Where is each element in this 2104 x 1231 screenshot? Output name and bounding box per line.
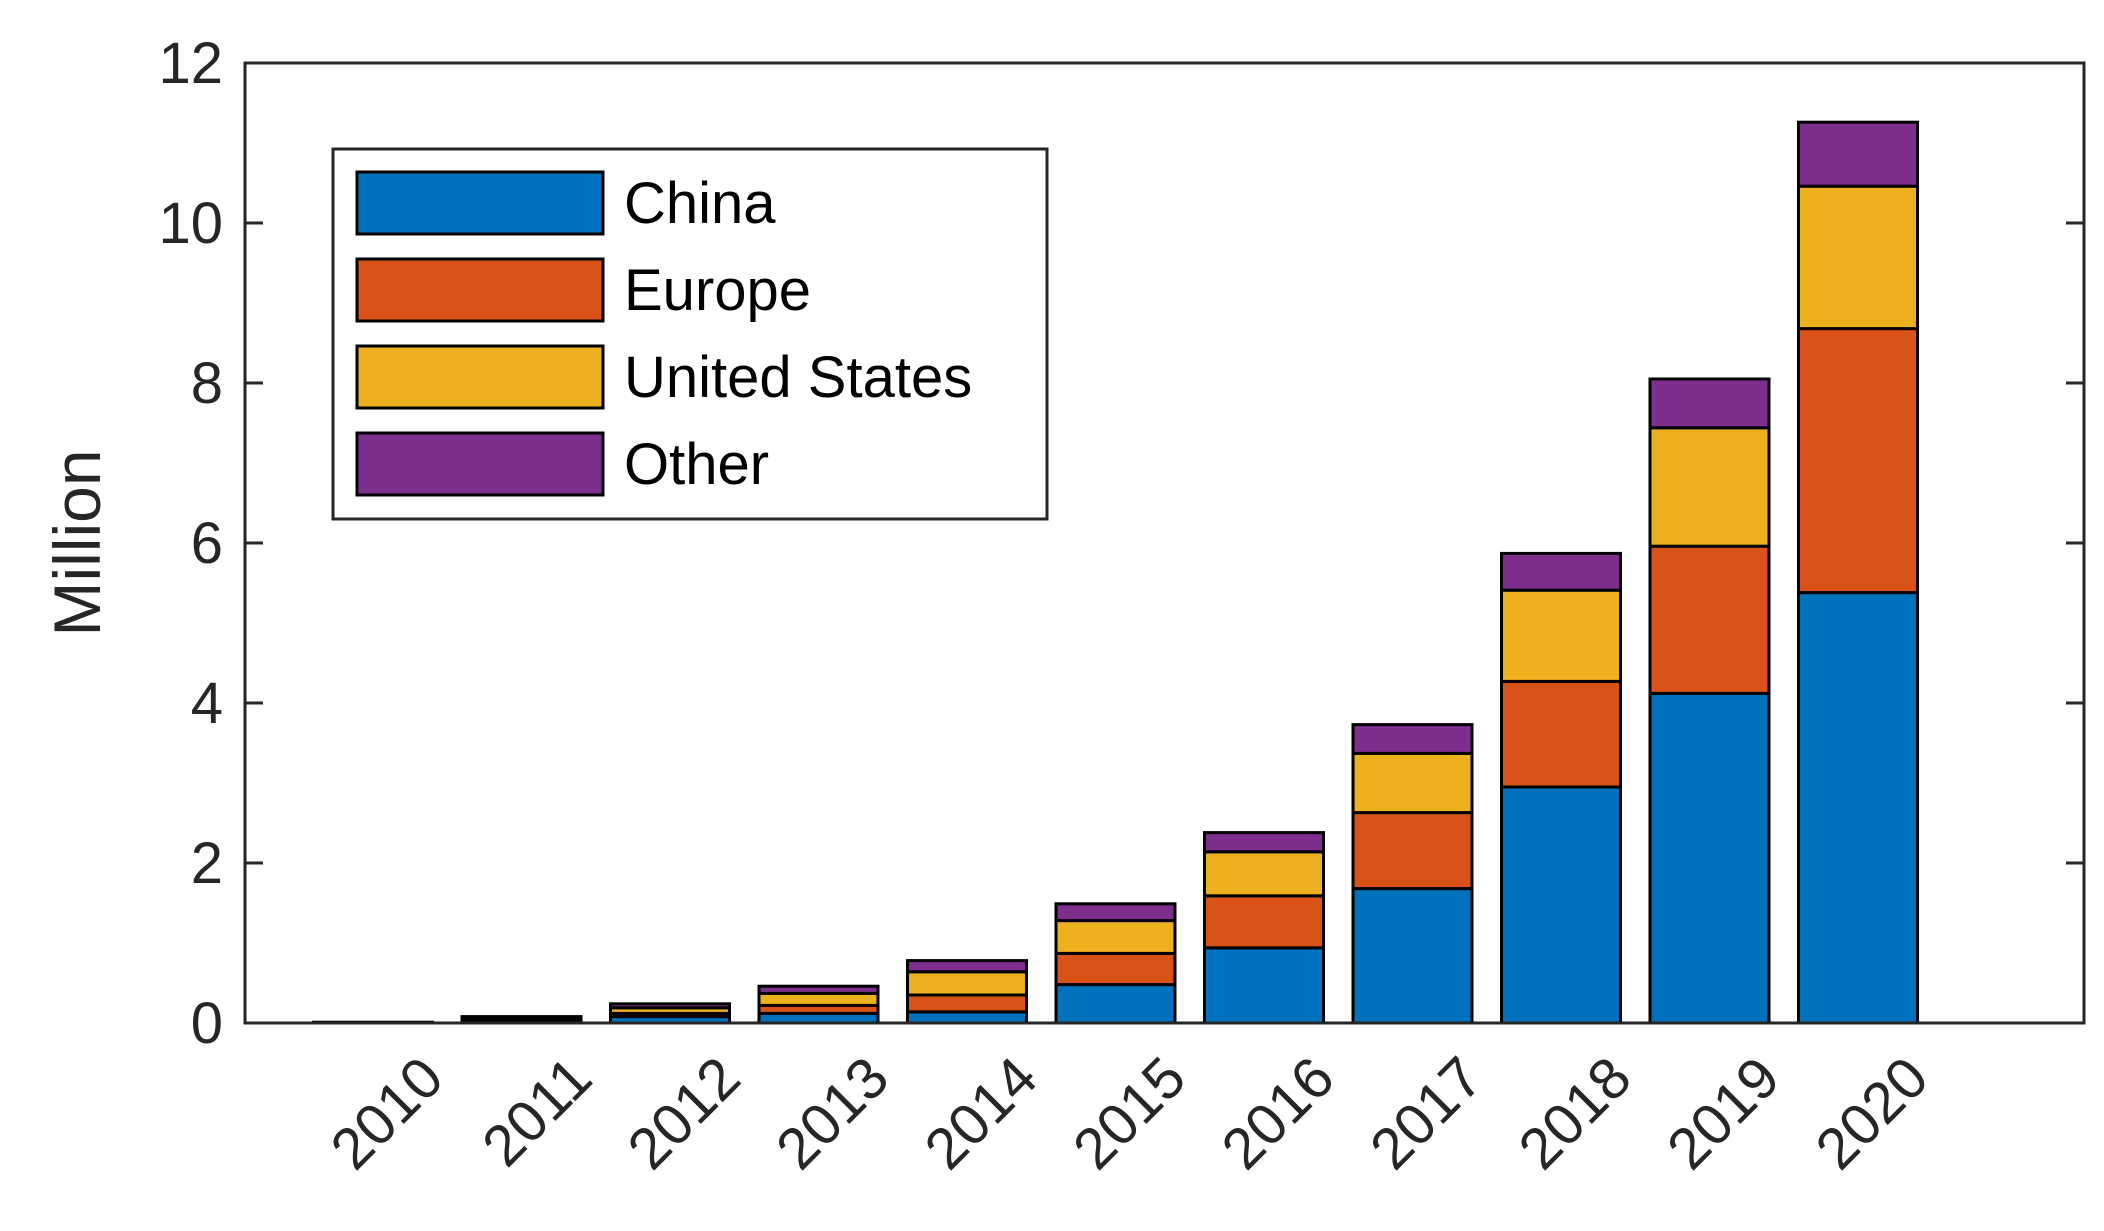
y-tick-label-2: 2 [191, 831, 223, 896]
bar-other-2014 [906, 959, 1028, 974]
x-tick-label-2011: 2011 [470, 1045, 604, 1179]
bar-other-2015 [1054, 902, 1177, 923]
y-tick-label-10: 10 [158, 191, 223, 256]
y-tick-label-12: 12 [158, 31, 223, 96]
bars-layer [312, 120, 1919, 1025]
legend-label-china: China [624, 171, 776, 236]
x-tick-label-2019: 2019 [1655, 1045, 1792, 1182]
y-tick-label-4: 4 [191, 671, 223, 736]
x-tick-label-2013: 2013 [764, 1045, 901, 1182]
bar-other-2012 [609, 1002, 731, 1010]
x-tick-label-2017: 2017 [1358, 1045, 1495, 1182]
bar-united-states-2014 [906, 970, 1028, 997]
y-tick-label-6: 6 [191, 511, 223, 576]
x-tick-label-2012: 2012 [615, 1045, 752, 1182]
bar-china-2016 [1203, 946, 1325, 1025]
x-tick-label-2015: 2015 [1061, 1045, 1198, 1182]
bar-united-states-2015 [1054, 919, 1177, 955]
x-tick-label-2016: 2016 [1209, 1045, 1346, 1182]
x-tick-label-2014: 2014 [912, 1045, 1049, 1182]
bar-united-states-2020 [1797, 184, 1919, 331]
legend-swatch-china [355, 170, 605, 236]
bar-other-2019 [1648, 377, 1771, 430]
bar-china-2019 [1648, 691, 1771, 1025]
y-tick-label-8: 8 [191, 351, 223, 416]
bar-other-2016 [1203, 831, 1325, 854]
bar-europe-2020 [1797, 327, 1919, 595]
bar-europe-2018 [1500, 679, 1622, 789]
bar-united-states-2016 [1203, 850, 1325, 898]
bar-united-states-2018 [1500, 588, 1622, 683]
y-tick-label-0: 0 [191, 991, 223, 1056]
legend-label-europe: Europe [624, 258, 811, 323]
bar-europe-2015 [1054, 951, 1177, 987]
legend: China Europe United States Other [331, 147, 1049, 521]
bar-china-2015 [1054, 983, 1177, 1025]
legend-items: China Europe United States Other [355, 170, 972, 497]
legend-swatch-other [355, 431, 605, 497]
bar-united-states-2019 [1648, 426, 1771, 548]
bar-china-2020 [1797, 591, 1919, 1025]
x-tick-label-2020: 2020 [1803, 1045, 1940, 1182]
x-tick-label-2018: 2018 [1506, 1045, 1643, 1182]
bar-other-2011 [460, 1015, 583, 1020]
bar-united-states-2017 [1351, 751, 1474, 815]
bar-other-2018 [1500, 551, 1622, 592]
bar-other-2013 [757, 984, 880, 995]
legend-swatch-europe [355, 257, 605, 323]
legend-label-other: Other [624, 432, 769, 497]
bar-china-2014 [906, 1010, 1028, 1025]
x-axis: 2010 2011 2012 2013 2014 2015 2016 2017 2018 2019… [318, 1045, 1940, 1182]
bar-europe-2017 [1351, 811, 1474, 891]
legend-swatch-united-states [355, 344, 605, 410]
bar-other-2017 [1351, 723, 1474, 755]
bar-other-2020 [1797, 120, 1919, 188]
bar-china-2017 [1351, 887, 1474, 1025]
y-axis-label: Million [40, 449, 114, 636]
bar-europe-2014 [906, 993, 1028, 1014]
y-axis: 0 2 4 6 8 10 12 [158, 31, 2084, 1056]
bar-china-2018 [1500, 785, 1622, 1025]
bar-united-states-2013 [757, 991, 880, 1007]
bar-europe-2016 [1203, 894, 1325, 950]
bar-europe-2019 [1648, 544, 1771, 695]
legend-label-united-states: United States [624, 345, 972, 410]
x-tick-label-2010: 2010 [318, 1045, 455, 1182]
